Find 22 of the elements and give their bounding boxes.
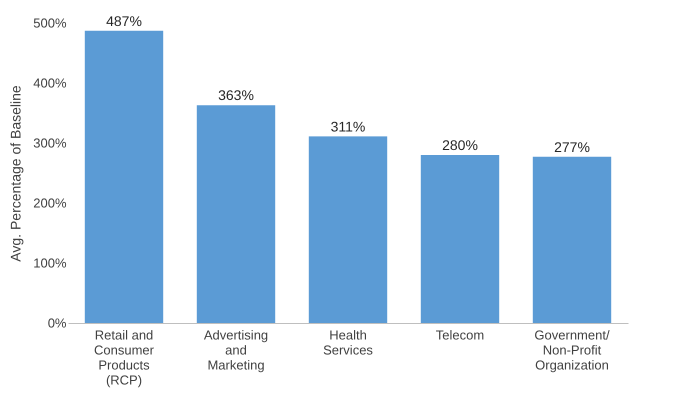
data-label: 277% [554,138,590,155]
y-tick-label: 0% [48,316,67,330]
x-tick-label: Advertising and Marketing [204,328,268,372]
x-tick-label: Health Services [323,328,374,358]
x-tick-label: Government/Non-Profit Organization [534,328,610,372]
bar [532,156,612,323]
bar [84,30,164,323]
data-label: 311% [330,118,366,134]
y-axis-title: Avg. Percentage of Baseline [7,85,24,262]
data-label: 280% [442,137,478,153]
data-label: 363% [218,87,254,104]
data-label: 487% [106,12,142,29]
y-tick-label: 100% [33,256,67,270]
bar [196,105,276,323]
bar [420,155,500,323]
bar [308,136,388,323]
x-tick-label: Telecom [436,328,484,342]
x-tick-label: Retail and Consumer Products (RCP) [94,328,155,388]
y-tick-label: 300% [33,136,67,150]
y-tick-label: 400% [33,76,67,90]
y-tick-label: 200% [33,196,67,210]
y-tick-label: 500% [33,16,67,30]
